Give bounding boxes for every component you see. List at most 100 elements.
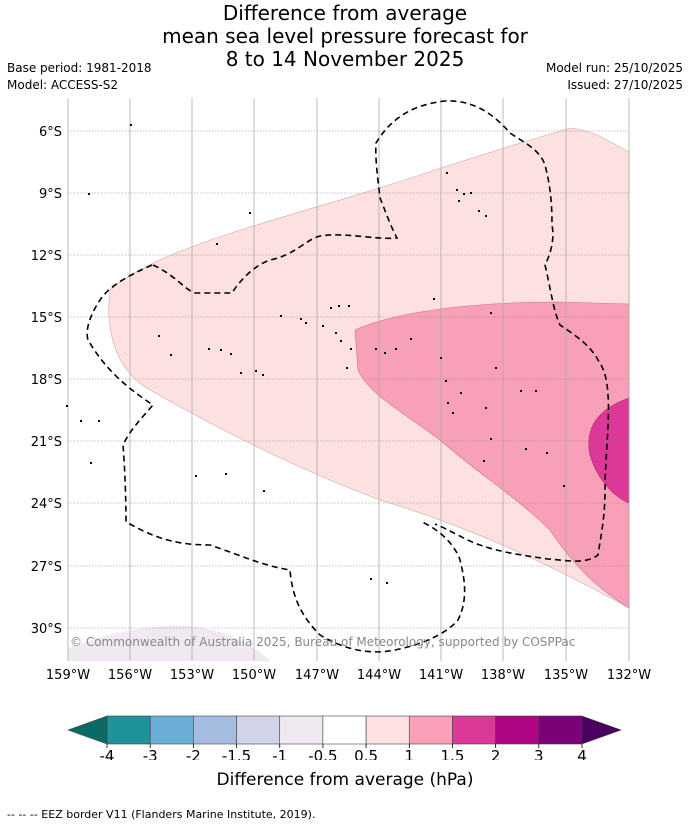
footer-note: -- -- -- EEZ border V11 (Flanders Marine…: [7, 808, 316, 821]
lat-label: 18°S: [31, 373, 62, 388]
island: [322, 325, 324, 327]
colorbar-segment: [106, 715, 151, 745]
colorbar-segment: [193, 715, 237, 745]
island: [280, 315, 282, 317]
map-title: Difference from average mean sea level p…: [0, 2, 690, 71]
colorbar-tick-label: -2: [186, 747, 201, 760]
colorbar-segment: [452, 715, 496, 745]
meta-left: Base period: 1981-2018 Model: ACCESS-S2: [7, 60, 152, 94]
colorbar-segment: [365, 715, 410, 745]
island: [216, 243, 218, 245]
island: [338, 305, 340, 307]
lat-label: 27°S: [31, 560, 62, 575]
colorbar-tick-label: -1: [272, 747, 287, 760]
longitude-labels: 159°W 156°W 153°W 150°W 147°W 144°W 141°W 138°W…: [46, 668, 651, 683]
island: [445, 380, 447, 382]
island: [305, 322, 307, 324]
island: [490, 438, 492, 440]
island: [483, 460, 485, 462]
lon-label: 144°W: [357, 668, 401, 683]
lon-label: 153°W: [170, 668, 214, 683]
island: [456, 189, 458, 191]
island: [485, 215, 487, 217]
island: [470, 192, 472, 194]
island: [478, 210, 480, 212]
island: [230, 353, 232, 355]
island: [66, 405, 68, 407]
title-line-2: mean sea level pressure forecast for: [162, 24, 528, 48]
colorbar-tick-label: -3: [143, 747, 158, 760]
island: [535, 390, 537, 392]
island: [346, 367, 348, 369]
island: [490, 312, 492, 314]
meta-right: Model run: 25/10/2025 Issued: 27/10/2025: [546, 60, 683, 94]
issued-text: Issued: 27/10/2025: [567, 78, 683, 92]
island: [375, 348, 377, 350]
lat-label: 15°S: [31, 311, 62, 326]
island: [130, 124, 132, 126]
anomaly-region-low: [68, 625, 270, 661]
lon-label: 150°W: [232, 668, 276, 683]
island: [485, 407, 487, 409]
lat-label: 30°S: [31, 622, 62, 637]
island: [170, 354, 172, 356]
anomaly-fields: [68, 127, 630, 661]
island: [446, 172, 448, 174]
colorbar-tick-label: -4: [100, 747, 115, 760]
island: [80, 420, 82, 422]
island: [440, 357, 442, 359]
island: [300, 318, 302, 320]
lon-label: 159°W: [46, 668, 90, 683]
island: [433, 298, 435, 300]
island: [208, 348, 210, 350]
island: [447, 402, 449, 404]
island: [395, 348, 397, 350]
island: [335, 332, 337, 334]
island: [98, 420, 100, 422]
island: [195, 475, 197, 477]
meridian-lines: [67, 98, 630, 661]
lat-label: 21°S: [31, 435, 62, 450]
colorbar-tick-label: 1.5: [441, 747, 465, 760]
lon-label: 141°W: [419, 668, 463, 683]
island: [452, 412, 454, 414]
island: [330, 307, 332, 309]
title-line-3: 8 to 14 November 2025: [225, 47, 465, 71]
colorbar-high-arrow: [581, 715, 622, 745]
island: [370, 578, 372, 580]
graticule: [68, 130, 629, 629]
copyright-text: © Commonwealth of Australia 2025, Bureau…: [70, 635, 575, 649]
colorbar-segment: [408, 715, 453, 745]
colorbar-label: Difference from average (hPa): [216, 770, 474, 790]
island: [255, 370, 257, 372]
anomaly-region-1-to-1.5: [354, 301, 630, 609]
lon-label: 132°W: [607, 668, 651, 683]
colorbar-segment: [236, 715, 281, 745]
island: [240, 372, 242, 374]
lat-label: 6°S: [39, 125, 62, 140]
model-run-text: Model run: 25/10/2025: [545, 61, 683, 75]
title-line-1: Difference from average: [222, 1, 468, 25]
base-period-text: Base period: 1981-2018: [7, 61, 152, 75]
lon-label: 156°W: [108, 668, 152, 683]
island: [263, 490, 265, 492]
island: [495, 367, 497, 369]
colorbar-segment: [322, 715, 367, 745]
colorbar-tick-label: 3: [534, 747, 544, 760]
lat-label: 9°S: [39, 187, 62, 202]
colorbar: -4 -3 -2 -1.5 -1 -0.5 0.5 1 1.5 2 3 4: [67, 715, 622, 760]
latitude-labels: 6°S 9°S 12°S 15°S 18°S 21°S 24°S 27°S 30°S: [31, 125, 62, 637]
island: [350, 348, 352, 350]
island: [90, 462, 92, 464]
island: [220, 349, 222, 351]
colorbar-low-arrow: [67, 715, 108, 745]
lon-label: 135°W: [544, 668, 588, 683]
island: [384, 352, 386, 354]
colorbar-segment: [538, 715, 583, 745]
colorbar-segment: [279, 715, 324, 745]
lat-label: 12°S: [31, 249, 62, 264]
lon-label: 138°W: [481, 668, 525, 683]
island: [546, 452, 548, 454]
lon-label: 147°W: [295, 668, 339, 683]
eez-border-cook-islands: [86, 264, 466, 653]
